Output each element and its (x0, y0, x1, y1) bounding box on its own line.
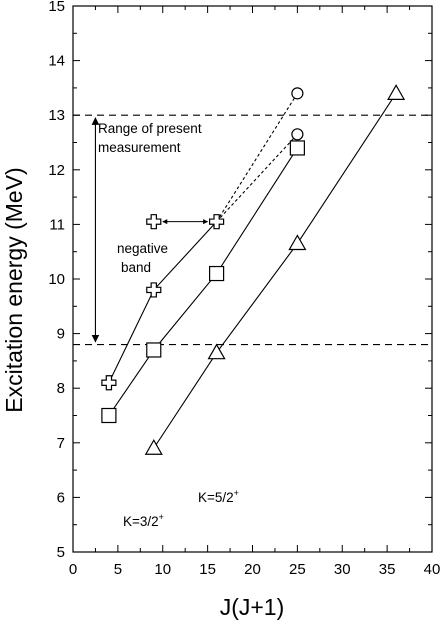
negative-band-label-line2: band (121, 260, 151, 275)
y-tick-label: 5 (57, 544, 65, 561)
cross-marker (101, 375, 117, 391)
dashed-series-line (216, 133, 298, 223)
x-tick-label: 40 (424, 561, 441, 578)
k32-label: K=3/2+ (123, 512, 164, 529)
dashed-series-line (216, 93, 298, 222)
x-tick-label: 0 (69, 561, 77, 578)
y-tick-label: 12 (48, 162, 65, 179)
square-marker (101, 407, 117, 424)
x-tick-label: 35 (379, 561, 396, 578)
y-tick-label: 7 (57, 435, 65, 452)
x-axis-label: J(J+1) (220, 594, 285, 620)
y-tick-label: 13 (48, 107, 65, 124)
arrows (91, 117, 209, 343)
k52-label: K=5/2+ (198, 488, 239, 505)
k52-label-base: K=5/2 (198, 490, 234, 505)
y-tick-label: 11 (49, 216, 65, 233)
circle-marker (291, 87, 304, 100)
x-tick-label: 15 (199, 561, 216, 578)
square-marker (146, 342, 162, 358)
k32-label-sup: + (159, 512, 164, 522)
series-line (108, 147, 298, 416)
k32-label-base: K=3/2 (123, 514, 159, 529)
triangle-marker (144, 439, 163, 455)
cross-marker (146, 214, 162, 230)
y-tick-label: 15 (48, 0, 65, 15)
y-axis-label: Excitation energy (MeV) (1, 167, 27, 412)
x-tick-label: 10 (154, 561, 171, 578)
plot-frame (72, 5, 433, 553)
negative-band-label-line1: negative (117, 241, 168, 256)
y-tick-label: 10 (48, 271, 65, 288)
k52-label-sup: + (234, 488, 239, 498)
axis-ticks (72, 5, 433, 553)
triangle-marker (207, 343, 226, 360)
cross-marker (209, 214, 225, 230)
cross-marker (146, 282, 162, 298)
square-marker (209, 265, 225, 282)
data-markers (101, 84, 406, 455)
series-line (153, 93, 397, 449)
triangle-marker (387, 84, 406, 100)
x-tick-label: 5 (114, 561, 122, 578)
range-annotation-line1: Range of present (98, 121, 202, 136)
square-marker (289, 140, 305, 156)
y-tick-label: 14 (48, 53, 65, 70)
x-tick-label: 30 (334, 561, 351, 578)
x-tick-label: 20 (244, 561, 261, 578)
y-tick-label: 9 (57, 326, 65, 343)
circle-marker (291, 128, 304, 141)
range-annotation-line2: measurement (98, 140, 181, 155)
triangle-marker (288, 234, 307, 251)
x-tick-label: 25 (289, 561, 306, 578)
y-tick-label: 6 (57, 489, 65, 506)
y-tick-label: 8 (57, 380, 65, 397)
